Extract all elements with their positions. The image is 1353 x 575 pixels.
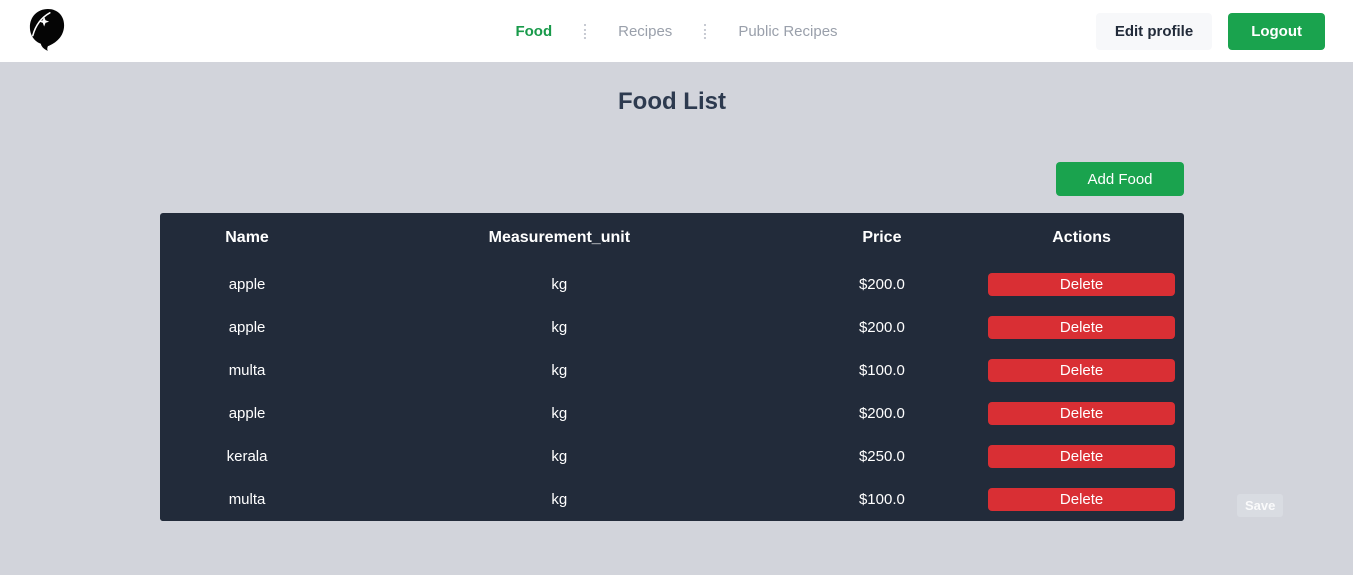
save-button[interactable]: Save xyxy=(1237,494,1284,517)
food-name-cell: apple xyxy=(228,405,266,422)
food-name-cell: multa xyxy=(228,362,266,379)
page-title: Food List xyxy=(618,88,726,115)
price-cell: $200.0 xyxy=(858,319,905,336)
main-content: Food List Add Food Name Measurement_unit… xyxy=(0,62,1353,521)
table-row: kerala kg $250.0 Delete xyxy=(160,435,1184,478)
table-row: apple kg $200.0 Delete xyxy=(160,392,1184,435)
price-cell: $250.0 xyxy=(858,448,905,465)
delete-button[interactable]: Delete xyxy=(988,402,1175,425)
price-cell: $100.0 xyxy=(858,362,905,379)
measurement-unit-cell: kg xyxy=(551,448,568,465)
column-header-measurement-unit: Measurement_unit xyxy=(488,229,631,246)
food-name-cell: kerala xyxy=(226,448,268,465)
nav-link-public-recipes[interactable]: Public Recipes xyxy=(738,22,838,40)
nav-dotted-separator xyxy=(584,23,587,39)
measurement-unit-cell: kg xyxy=(551,491,568,508)
table-row: multa kg $100.0 Delete xyxy=(160,349,1184,392)
delete-button[interactable]: Delete xyxy=(988,445,1175,468)
table-row: multa kg $100.0 Delete xyxy=(160,478,1184,521)
delete-button[interactable]: Delete xyxy=(988,359,1175,382)
measurement-unit-cell: kg xyxy=(551,362,568,379)
food-name-cell: apple xyxy=(228,319,266,336)
table-header-row: Name Measurement_unit Price Actions xyxy=(160,213,1184,263)
app-logo[interactable] xyxy=(28,7,66,56)
nav-link-food[interactable]: Food xyxy=(515,22,553,40)
add-food-button[interactable]: Add Food xyxy=(1056,162,1184,196)
price-cell: $100.0 xyxy=(858,491,905,508)
column-header-actions: Actions xyxy=(1052,229,1111,246)
food-table: Name Measurement_unit Price Actions appl… xyxy=(160,213,1184,521)
table-row: apple kg $200.0 Delete xyxy=(160,306,1184,349)
delete-button[interactable]: Delete xyxy=(988,488,1175,511)
nav-dotted-separator xyxy=(704,23,707,39)
measurement-unit-cell: kg xyxy=(551,405,568,422)
measurement-unit-cell: kg xyxy=(551,276,568,293)
food-name-cell: apple xyxy=(228,276,266,293)
nav-actions: Edit profile Logout xyxy=(1095,12,1325,50)
food-name-cell: multa xyxy=(228,491,266,508)
table-row: apple kg $200.0 Delete xyxy=(160,263,1184,306)
delete-button[interactable]: Delete xyxy=(988,273,1175,296)
nav-link-recipes[interactable]: Recipes xyxy=(618,22,673,40)
column-header-price: Price xyxy=(862,229,902,246)
measurement-unit-cell: kg xyxy=(551,319,568,336)
delete-button[interactable]: Delete xyxy=(988,316,1175,339)
main-nav: Food Recipes Public Recipes xyxy=(515,0,837,62)
price-cell: $200.0 xyxy=(858,276,905,293)
edit-profile-button[interactable]: Edit profile xyxy=(1095,12,1213,50)
top-navbar: Food Recipes Public Recipes Edit profile… xyxy=(0,0,1353,62)
logout-button[interactable]: Logout xyxy=(1228,12,1325,50)
leaf-logo-icon xyxy=(28,7,66,56)
column-header-name: Name xyxy=(225,229,269,246)
price-cell: $200.0 xyxy=(858,405,905,422)
